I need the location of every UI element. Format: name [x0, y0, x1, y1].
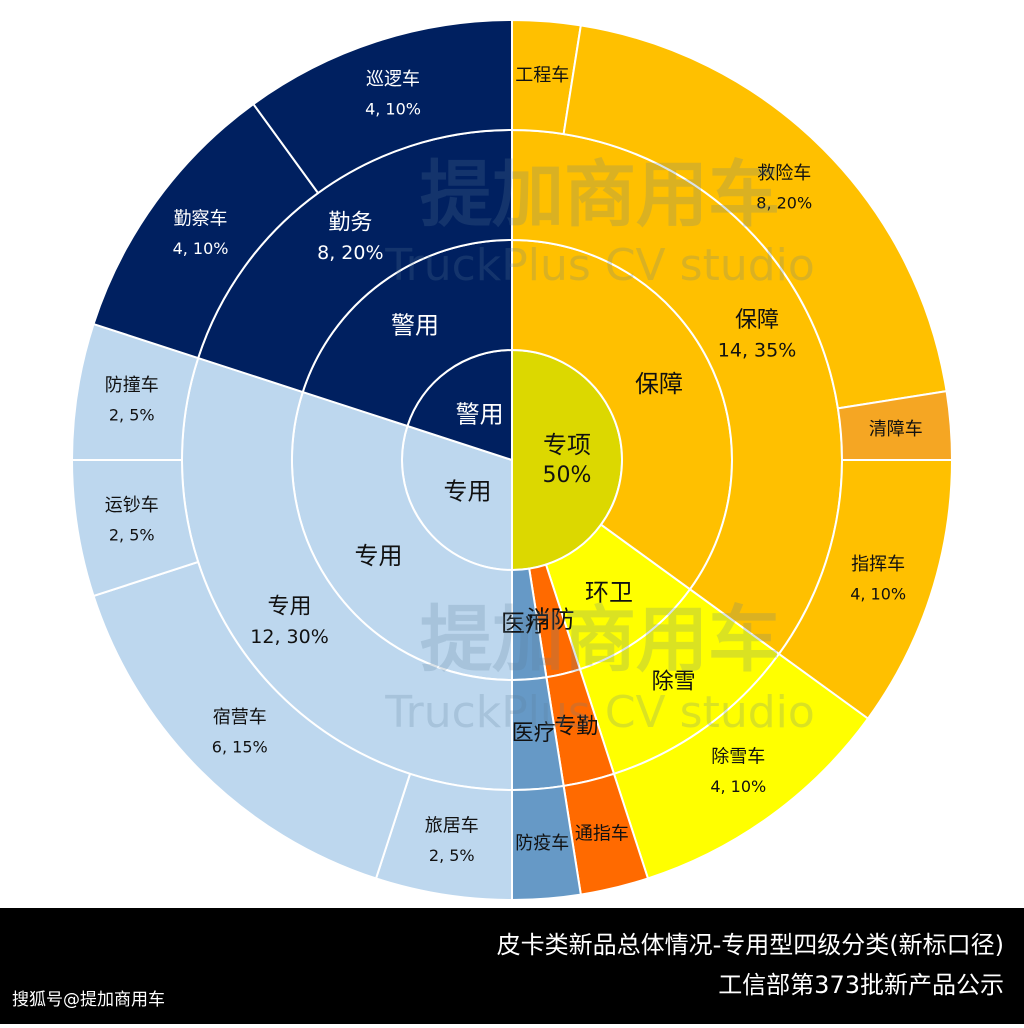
value-label: 2, 5%: [429, 846, 475, 865]
segment-label: 专用: [444, 477, 492, 505]
segment-label: 勤察车: [174, 209, 228, 230]
segment-label: 通指车: [575, 823, 629, 844]
segment: [251, 18, 513, 195]
value-label: 14, 35%: [718, 340, 797, 362]
segment-label: 医疗: [512, 721, 556, 746]
segment-label: 除雪车: [711, 746, 765, 767]
segment-label: 防疫车: [515, 833, 569, 854]
watermark-title: 提加商用车: [420, 153, 780, 237]
segment-label: 警用: [456, 401, 504, 429]
segment-label: 保障: [735, 308, 779, 333]
watermark-title: 提加商用车: [420, 598, 780, 682]
segment-label: 勤务: [328, 211, 372, 236]
segment-label: 清障车: [869, 419, 923, 440]
segment-label: 专项: [543, 431, 591, 459]
segment-label: 工程车: [515, 65, 569, 86]
sunburst: [70, 18, 954, 902]
value-label: 4, 10%: [710, 777, 766, 796]
segment-label: 救险车: [757, 163, 811, 184]
caption: 工信部第373批新产品公示: [718, 971, 1004, 999]
value-label: 2, 5%: [109, 526, 155, 545]
value-label: 8, 20%: [317, 242, 383, 264]
segment-label: 巡逻车: [366, 69, 420, 90]
watermark-subtitle: TruckPlus CV studio: [384, 687, 815, 738]
segment-label: 宿营车: [213, 707, 267, 728]
segment-label: 医疗: [501, 609, 549, 637]
segment-label: 专勤: [554, 714, 598, 739]
value-label: 4, 10%: [173, 239, 229, 258]
watermark: 提加商用车 TruckPlus CV studio 提加商用车 TruckPlu…: [384, 153, 815, 738]
footer: [0, 908, 1024, 1024]
segment-label: 除雪: [652, 669, 696, 694]
value-label: 2, 5%: [109, 405, 155, 424]
segment-label: 旅居车: [425, 815, 479, 836]
value-label: 4, 10%: [850, 584, 906, 603]
segment-label: 专用: [355, 542, 403, 570]
segment-label: 防撞车: [105, 375, 159, 396]
segment-label: 消防: [527, 605, 575, 633]
watermark-subtitle: TruckPlus CV studio: [384, 240, 815, 291]
segment-label: 指挥车: [851, 554, 905, 575]
segment-label: 运钞车: [105, 495, 159, 516]
segment-label: 环卫: [585, 578, 633, 606]
value-label: 4, 10%: [365, 99, 421, 118]
value-label: 6, 15%: [212, 738, 268, 757]
value-label: 8, 20%: [756, 193, 812, 212]
caption: 皮卡类新品总体情况-专用型四级分类(新标口径): [497, 931, 1004, 959]
value-label: 50%: [543, 463, 592, 488]
segment-label: 专用: [268, 595, 312, 620]
value-label: 12, 30%: [250, 626, 329, 648]
segment-label: 警用: [391, 312, 439, 340]
segment-label: 保障: [635, 370, 683, 398]
source: 搜狐号@提加商用车: [12, 990, 165, 1010]
